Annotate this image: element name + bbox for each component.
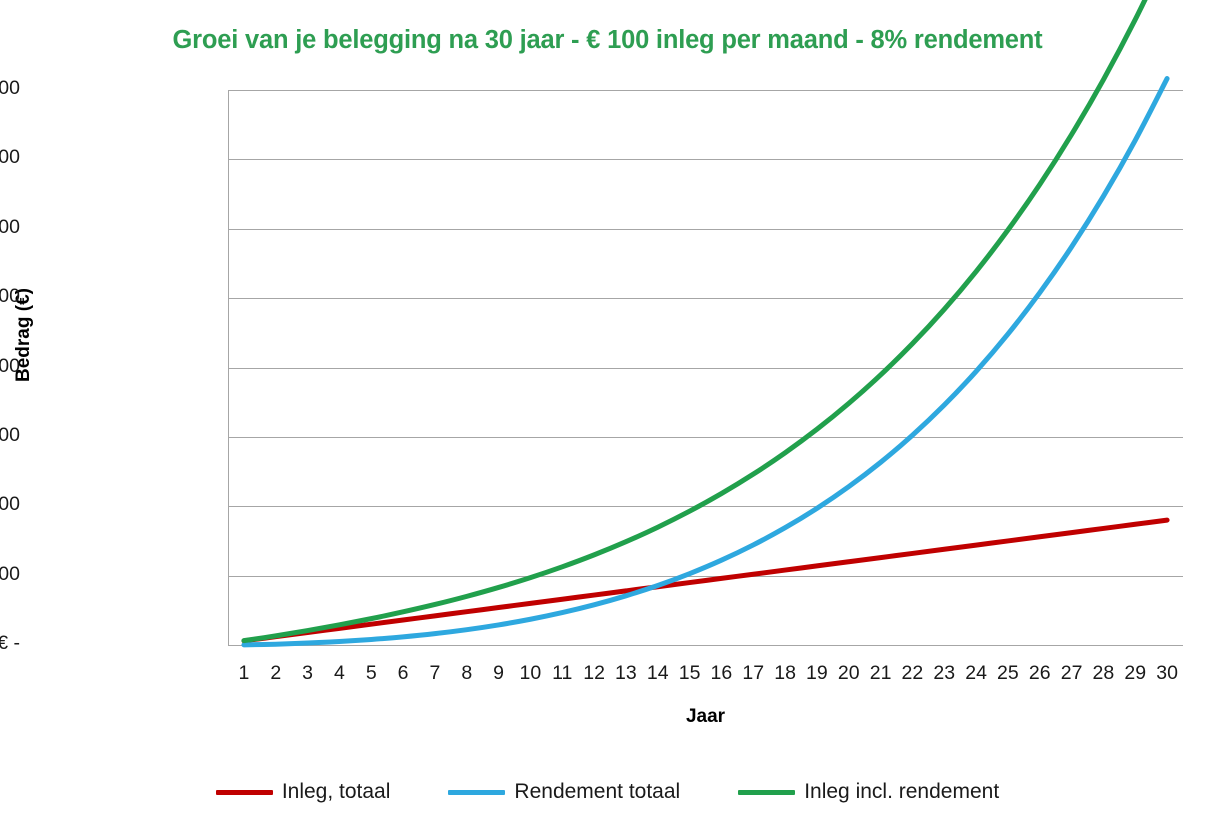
series-lines: [241, 0, 1170, 648]
legend-label: Inleg incl. rendement: [804, 780, 1000, 803]
chart-legend: Inleg, totaal Rendement totaal Inleg incl.…: [0, 780, 1215, 804]
x-tick-label: 11: [552, 662, 573, 684]
gridline: [228, 645, 1183, 646]
x-tick-label: 15: [678, 662, 701, 684]
y-tick-label: € -: [0, 632, 20, 654]
x-tick-label: 28: [1092, 662, 1115, 684]
x-axis-title: Jaar: [685, 706, 726, 727]
y-tick-label: € 80,000.00: [0, 354, 20, 377]
x-tick-label: 29: [1124, 662, 1147, 684]
chart-title: Groei van je belegging na 30 jaar - € 10…: [172, 26, 1043, 54]
series-line: [241, 76, 1170, 648]
y-tick-label: € 40,000.00: [0, 493, 20, 516]
x-tick-label: 27: [1060, 662, 1083, 684]
x-tick-label: 8: [461, 662, 473, 684]
x-tick-label: 6: [397, 662, 409, 684]
legend-color-swatch: [215, 789, 273, 795]
x-tick-label: 3: [302, 662, 313, 684]
x-tick-label: 22: [901, 662, 924, 684]
x-tick-label: 19: [806, 662, 828, 684]
y-tick-label: € 60,000.00: [0, 423, 20, 446]
gridline: [228, 367, 1183, 369]
gridline: [228, 159, 1183, 161]
gridline: [228, 436, 1183, 438]
x-tick-label: 9: [493, 662, 504, 684]
x-tick-label: 5: [365, 662, 377, 684]
x-tick-label: 13: [615, 662, 637, 684]
x-tick-label: 14: [646, 662, 669, 684]
legend-color-swatch: [448, 789, 506, 795]
series-line: [241, 517, 1170, 644]
legend-item[interactable]: Rendement totaal: [448, 780, 680, 804]
x-tick-label: 21: [869, 662, 892, 684]
x-tick-label: 12: [583, 662, 605, 684]
x-tick-label: 30: [1156, 662, 1178, 684]
gridline: [228, 506, 1183, 508]
legend-color-swatch: [738, 789, 796, 795]
x-tick-label: 4: [333, 662, 345, 684]
gridline: [228, 228, 1183, 230]
y-tick-label: € 100,000.00: [0, 285, 20, 308]
y-tick-label: € 140,000.00: [0, 146, 20, 169]
plot-area: [228, 0, 1183, 648]
x-tick-label: 23: [933, 662, 956, 684]
legend-label: Inleg, totaal: [281, 780, 391, 803]
x-tick-label: 20: [837, 662, 860, 684]
legend-item[interactable]: Inleg incl. rendement: [738, 780, 999, 804]
x-tick-label: 18: [774, 662, 796, 684]
x-tick-label: 24: [965, 662, 987, 684]
x-tick-label: 2: [270, 662, 282, 684]
x-tick-label: 17: [742, 662, 765, 684]
legend-label: Rendement totaal: [514, 780, 681, 803]
y-axis-title: Bedrag (€): [13, 288, 34, 382]
x-tick-label: 16: [710, 662, 733, 684]
y-tick-label: € 160,000.00: [0, 77, 20, 99]
gridline: [228, 575, 1183, 577]
gridline: [228, 90, 1183, 91]
x-tick-label: 7: [429, 662, 441, 684]
series-line: [241, 0, 1148, 644]
x-tick-label: 10: [519, 662, 542, 684]
legend-item[interactable]: Inleg, totaal: [215, 780, 391, 804]
x-axis-tick-labels: 1 2 3 4 5 6 7 8 9 10 11 12 13 14 15 16 17 18 19 20 21 22 23 24 2…: [228, 662, 1183, 692]
gridline: [228, 298, 1183, 300]
x-tick-label: 26: [1028, 662, 1051, 684]
y-tick-label: € 120,000.00: [0, 215, 20, 238]
x-tick-label: 1: [238, 662, 250, 684]
y-tick-label: € 20,000.00: [0, 562, 20, 585]
x-tick-label: 25: [997, 662, 1019, 684]
